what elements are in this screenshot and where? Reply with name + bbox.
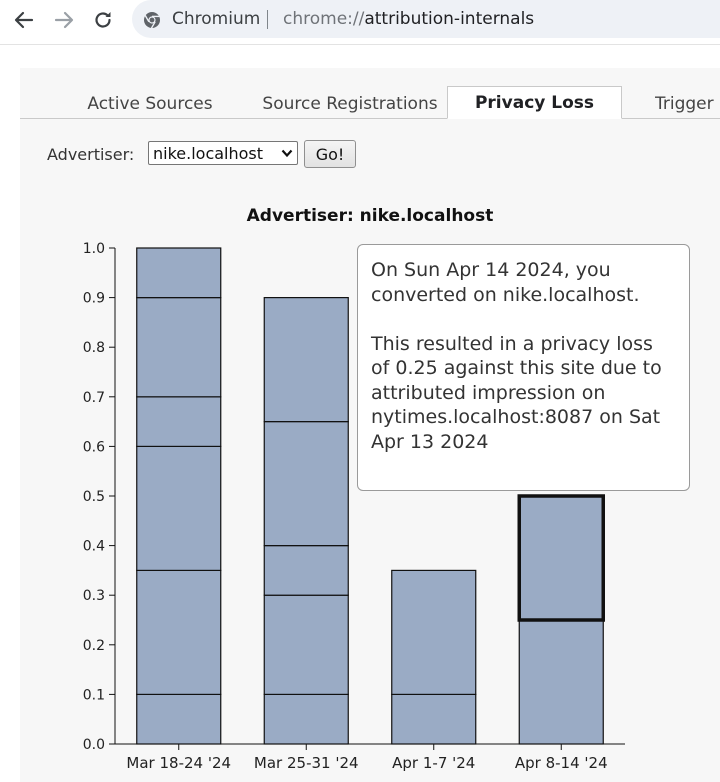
tab-privacy-loss[interactable]: Privacy Loss [447,86,622,119]
bar-segment[interactable] [136,247,222,299]
y-tick-label: 0.5 [83,489,105,505]
chart-title: Advertiser: nike.localhost [247,206,494,226]
x-tick-label: Apr 8-14 '24 [515,754,608,772]
url-host: attribution-internals [364,9,535,29]
y-tick-label: 0.7 [83,390,105,406]
bar-segment[interactable] [136,569,222,696]
x-tick-label: Mar 18-24 '24 [126,754,231,772]
y-tick-label: 0.6 [83,439,105,455]
bar-segment[interactable] [263,594,349,696]
url-text: chrome://attribution-internals [283,9,534,29]
bar-segment[interactable] [263,544,349,596]
tab-strip-line [20,118,720,119]
bar-segment-highlighted[interactable] [517,494,605,622]
advertiser-selected-value: nike.localhost [153,143,264,163]
bar-segment[interactable] [391,693,477,745]
chromium-logo-icon [144,12,160,29]
forward-button[interactable] [50,6,78,34]
y-tick-label: 0.4 [83,539,105,555]
x-tick-label: Apr 1-7 '24 [392,754,475,772]
y-tick-label: 0.3 [83,588,105,604]
bar-segment[interactable] [263,297,349,423]
tab-source-registrations[interactable]: Source Registrations [262,94,438,114]
reload-icon [95,12,111,28]
bars-group [136,247,605,745]
back-arrow-icon [14,11,34,29]
forward-arrow-icon [54,11,74,29]
browser-name: Chromium [172,9,261,29]
tab-trigger[interactable]: Trigger [655,94,714,114]
bar-segment[interactable] [136,396,222,447]
browser-toolbar: Chromium chrome://attribution-internals [0,0,720,40]
bar-segment[interactable] [136,693,222,745]
y-tick-label: 0.0 [83,737,105,753]
y-tick-label: 0.8 [83,340,105,356]
x-axis: Mar 18-24 '24 Mar 25-31 '24 Apr 1-7 '24 Apr… [115,743,625,772]
advertiser-label: Advertiser: [47,145,135,164]
address-bar[interactable]: Chromium chrome://attribution-internals [132,0,720,38]
privacy-loss-tooltip: On Sun Apr 14 2024, you converted on nik… [357,244,690,491]
y-tick-label: 0.9 [83,291,105,307]
bar-segment[interactable] [263,421,349,547]
tooltip-conversion-text: On Sun Apr 14 2024, you converted on nik… [371,259,640,306]
chevron-down-icon [281,149,293,158]
omnibox-separator [267,10,268,29]
y-tick-label: 0.1 [83,687,105,703]
y-tick-label: 0.2 [83,638,105,654]
url-scheme: chrome:// [283,9,365,29]
bar-segment[interactable] [136,297,222,398]
advertiser-select[interactable]: nike.localhost [148,141,298,165]
tooltip-loss-text: This resulted in a privacy loss of 0.25 … [371,332,662,453]
y-tick-label: 1.0 [83,241,105,257]
bar-segment[interactable] [518,619,604,745]
bar-segment[interactable] [391,569,477,696]
x-tick-label: Mar 25-31 '24 [254,754,359,772]
bar-segment[interactable] [263,693,349,745]
go-button[interactable]: Go! [304,140,356,168]
y-axis: 0.0 0.1 0.2 0.3 0.4 0.5 0.6 0.7 0.8 0.9 1.0 [83,241,116,753]
back-button[interactable] [10,6,38,34]
reload-button[interactable] [89,6,117,34]
toolbar-divider [0,44,720,45]
tab-active-sources[interactable]: Active Sources [87,94,213,114]
bar-segment[interactable] [136,445,222,571]
